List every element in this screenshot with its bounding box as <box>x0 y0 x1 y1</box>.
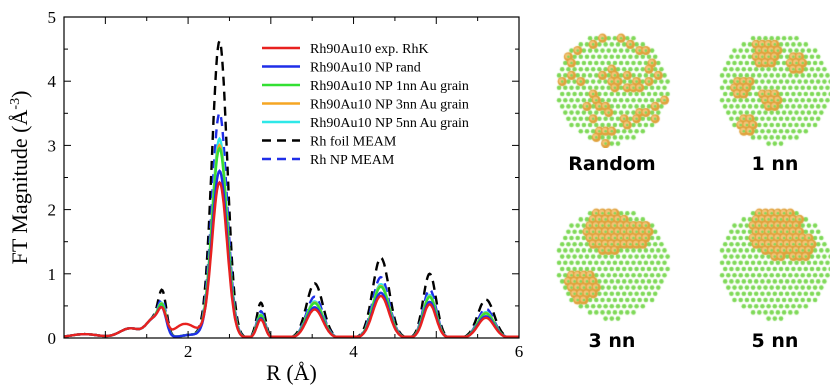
series-line <box>63 146 519 338</box>
y-axis-label: FT Magnitude (Å-3) <box>7 91 32 265</box>
x-tick-label: 4 <box>349 342 358 361</box>
axis-ticks: 2 4 6 0 1 2 3 4 5 <box>48 8 524 361</box>
y-tick-label: 1 <box>48 265 57 284</box>
legend: Rh90Au10 exp. RhK Rh90Au10 NP rand Rh90Au1… <box>262 42 469 168</box>
nanoparticle-5nn <box>715 203 830 323</box>
series-line <box>63 169 519 338</box>
series-line <box>63 110 519 338</box>
nanoparticle-1nn <box>715 28 830 148</box>
x-tick-label: 2 <box>184 342 193 361</box>
series-line <box>63 136 519 338</box>
ft-chart: 2 4 6 0 1 2 3 4 5 Rh90Au10 exp. RhK Rh90Au10 NP r… <box>7 8 524 385</box>
nanoparticle-3nn <box>552 203 672 323</box>
y-tick-label: 3 <box>48 136 57 155</box>
series-line <box>63 143 519 338</box>
panel-label-3nn: 3 nn <box>588 330 636 352</box>
panel-label-5nn: 5 nn <box>751 330 799 352</box>
nanoparticle-random <box>552 28 672 148</box>
plot-frame <box>63 16 520 339</box>
legend-entry: Rh90Au10 NP rand <box>310 61 421 76</box>
legend-entry: Rh foil MEAM <box>310 135 397 150</box>
legend-entry: Rh90Au10 exp. RhK <box>310 42 429 57</box>
y-tick-label: 2 <box>48 201 57 220</box>
legend-entry: Rh90Au10 NP 1nn Au grain <box>310 79 469 94</box>
y-tick-label: 4 <box>48 72 57 91</box>
series-line <box>63 180 519 338</box>
legend-entry: Rh90Au10 NP 5nn Au grain <box>310 116 469 131</box>
panel-label-random: Random <box>568 153 656 175</box>
legend-entry: Rh90Au10 NP 3nn Au grain <box>310 98 469 113</box>
x-axis-label: R (Å) <box>266 360 317 385</box>
plot-lines <box>63 38 519 338</box>
y-tick-label: 0 <box>48 329 57 348</box>
x-tick-label: 6 <box>515 342 524 361</box>
y-tick-label: 5 <box>48 8 57 27</box>
panel-label-1nn: 1 nn <box>751 153 799 175</box>
legend-entry: Rh NP MEAM <box>310 153 395 168</box>
